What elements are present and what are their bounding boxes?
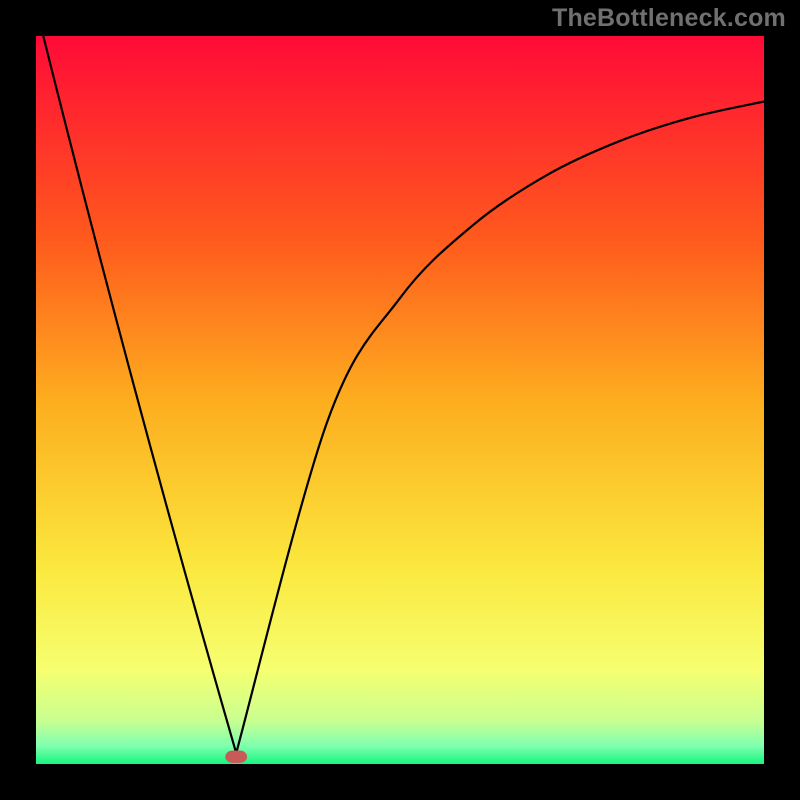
minimum-marker: [225, 751, 247, 763]
chart-frame: TheBottleneck.com: [0, 0, 800, 800]
bottleneck-chart: [0, 0, 800, 800]
watermark-text: TheBottleneck.com: [552, 4, 786, 33]
plot-background: [36, 36, 764, 764]
